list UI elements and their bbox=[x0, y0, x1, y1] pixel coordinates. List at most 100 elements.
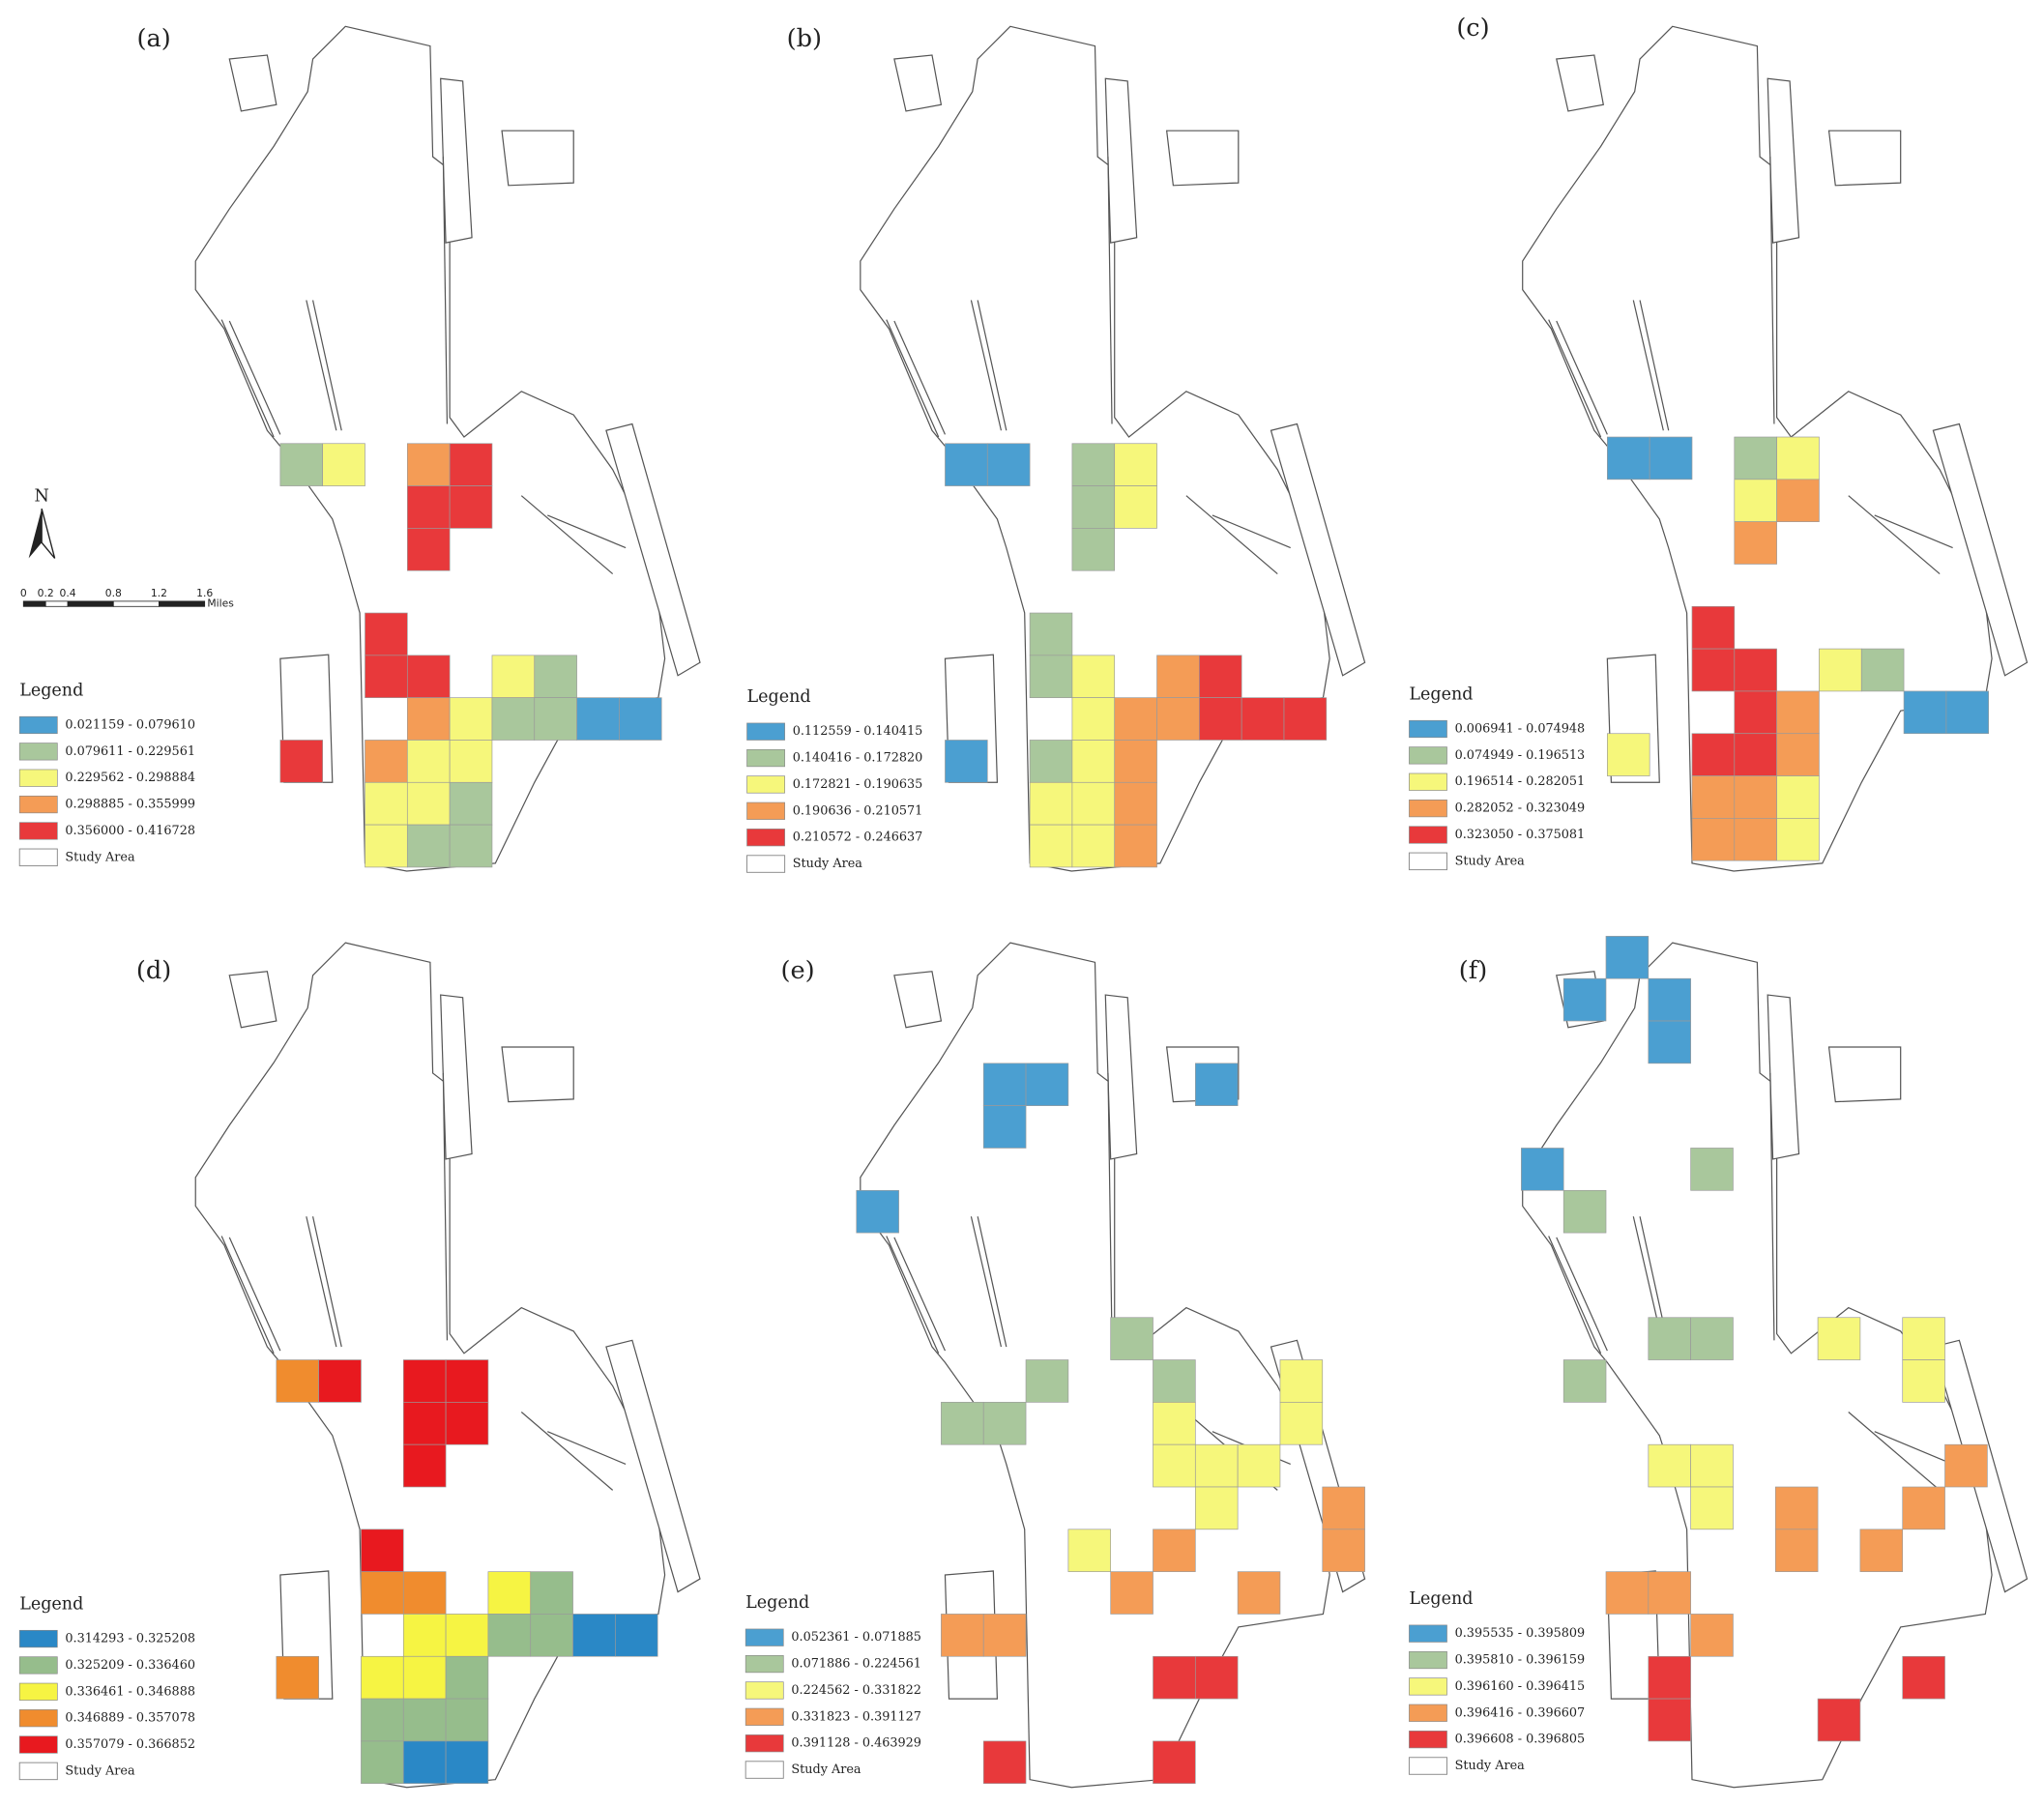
grid-cell bbox=[487, 1614, 532, 1657]
grid-cell bbox=[530, 1614, 573, 1657]
grid-cell bbox=[1691, 605, 1736, 650]
grid-cell bbox=[445, 1359, 489, 1403]
legend-label: 0.282052 - 0.323049 bbox=[1455, 801, 1586, 816]
panel-label: (b) bbox=[787, 24, 822, 53]
scale-label: 0.4 bbox=[60, 587, 76, 599]
legend-swatch bbox=[745, 1761, 784, 1779]
grid-cell bbox=[1283, 697, 1328, 741]
grid-cell bbox=[1690, 1148, 1734, 1191]
grid-cell bbox=[1690, 1486, 1734, 1530]
grid-cell bbox=[1194, 1655, 1239, 1700]
grid-cell bbox=[1071, 443, 1116, 486]
grid-cell bbox=[276, 1359, 319, 1403]
grid-cell bbox=[318, 1359, 362, 1403]
legend-label: Study Area bbox=[65, 850, 135, 864]
grid-cell bbox=[986, 443, 1031, 486]
grid-cell bbox=[406, 697, 451, 741]
grid-cell bbox=[1114, 740, 1157, 783]
legend-swatch bbox=[18, 848, 58, 867]
grid-cell bbox=[1817, 1317, 1861, 1360]
scale-label: 0.8 bbox=[105, 587, 122, 599]
legend-swatch bbox=[746, 722, 785, 741]
legend-swatch bbox=[1409, 746, 1447, 765]
legend-label: 0.052361 - 0.071885 bbox=[791, 1630, 921, 1645]
grid-cell bbox=[1691, 733, 1736, 776]
legend-swatch bbox=[746, 775, 785, 794]
north-label: N bbox=[34, 487, 48, 507]
grid-cell bbox=[449, 443, 493, 486]
grid-cell bbox=[1776, 479, 1820, 522]
grid-cell bbox=[1648, 1020, 1691, 1064]
grid-cell bbox=[1562, 1189, 1607, 1234]
legend-label: 0.071886 - 0.224561 bbox=[791, 1657, 921, 1672]
legend-label: 0.006941 - 0.074948 bbox=[1455, 722, 1586, 737]
grid-cell bbox=[1153, 1655, 1196, 1700]
grid-cell bbox=[322, 443, 365, 486]
grid-cell bbox=[1029, 740, 1073, 783]
grid-cell bbox=[1114, 443, 1157, 486]
grid-cell bbox=[856, 1189, 899, 1234]
legend-swatch bbox=[745, 1681, 784, 1700]
legend-swatch bbox=[18, 822, 58, 840]
grid-cell bbox=[1029, 781, 1073, 826]
grid-cell bbox=[1648, 1443, 1691, 1488]
grid-cell bbox=[982, 1614, 1027, 1657]
grid-cell bbox=[534, 655, 577, 698]
legend-label: 0.224562 - 0.331822 bbox=[791, 1683, 921, 1698]
grid-cell bbox=[402, 1359, 447, 1403]
legend-swatch bbox=[745, 1654, 784, 1674]
legend-label: 0.346889 - 0.357078 bbox=[65, 1711, 195, 1726]
legend-title: Legend bbox=[745, 1593, 809, 1613]
grid-cell bbox=[361, 1740, 404, 1785]
grid-cell bbox=[982, 1063, 1027, 1106]
grid-cell bbox=[1562, 977, 1607, 1022]
legend-label: 0.391128 - 0.463929 bbox=[791, 1736, 921, 1751]
grid-cell bbox=[1199, 655, 1242, 698]
legend-swatch bbox=[18, 1656, 58, 1675]
legend-label: 0.074949 - 0.196513 bbox=[1455, 748, 1586, 763]
legend-label: 0.298885 - 0.355999 bbox=[65, 798, 195, 812]
grid-cell bbox=[445, 1614, 489, 1657]
legend-swatch bbox=[1409, 1677, 1447, 1696]
grid-cell bbox=[1902, 1359, 1945, 1403]
grid-cell bbox=[941, 1614, 984, 1657]
grid-cell bbox=[276, 1655, 319, 1700]
grid-cell bbox=[365, 740, 408, 783]
grid-cell bbox=[1156, 655, 1200, 698]
legend-label: 0.396416 - 0.396607 bbox=[1455, 1705, 1586, 1720]
grid-cell bbox=[1860, 648, 1905, 692]
grid-cell bbox=[402, 1740, 447, 1785]
grid-cell bbox=[1690, 1317, 1734, 1360]
grid-cell bbox=[402, 1402, 447, 1445]
grid-cell bbox=[1521, 1148, 1564, 1191]
grid-cell bbox=[941, 1402, 984, 1445]
grid-cell bbox=[1774, 1529, 1819, 1572]
grid-cell bbox=[406, 485, 451, 529]
grid-cell bbox=[1691, 775, 1736, 819]
scale-unit: Miles bbox=[207, 597, 234, 610]
scale-segment bbox=[44, 600, 69, 607]
grid-cell bbox=[1114, 781, 1157, 826]
grid-cell bbox=[1156, 697, 1200, 741]
grid-cell bbox=[1648, 1317, 1691, 1360]
grid-cell bbox=[445, 1740, 489, 1785]
grid-cell bbox=[530, 1571, 573, 1615]
grid-cell bbox=[1114, 824, 1157, 868]
legend-swatch bbox=[1409, 800, 1447, 818]
grid-cell bbox=[449, 824, 493, 868]
grid-cell bbox=[534, 697, 577, 741]
grid-cell bbox=[1690, 1614, 1734, 1657]
grid-cell bbox=[1776, 690, 1820, 735]
legend-title: Legend bbox=[19, 681, 83, 700]
legend-label: Study Area bbox=[791, 1762, 861, 1777]
legend-swatch bbox=[1408, 852, 1447, 871]
scale-label: 0 bbox=[20, 587, 27, 599]
grid-cell bbox=[615, 1614, 658, 1657]
grid-cell bbox=[1819, 648, 1862, 692]
grid-cell bbox=[1029, 824, 1073, 868]
legend-swatch bbox=[1409, 826, 1447, 844]
grid-cell bbox=[1734, 690, 1777, 735]
grid-cell bbox=[1944, 1443, 1988, 1488]
scale-label: 1.6 bbox=[196, 587, 213, 599]
grid-cell bbox=[1691, 818, 1736, 861]
